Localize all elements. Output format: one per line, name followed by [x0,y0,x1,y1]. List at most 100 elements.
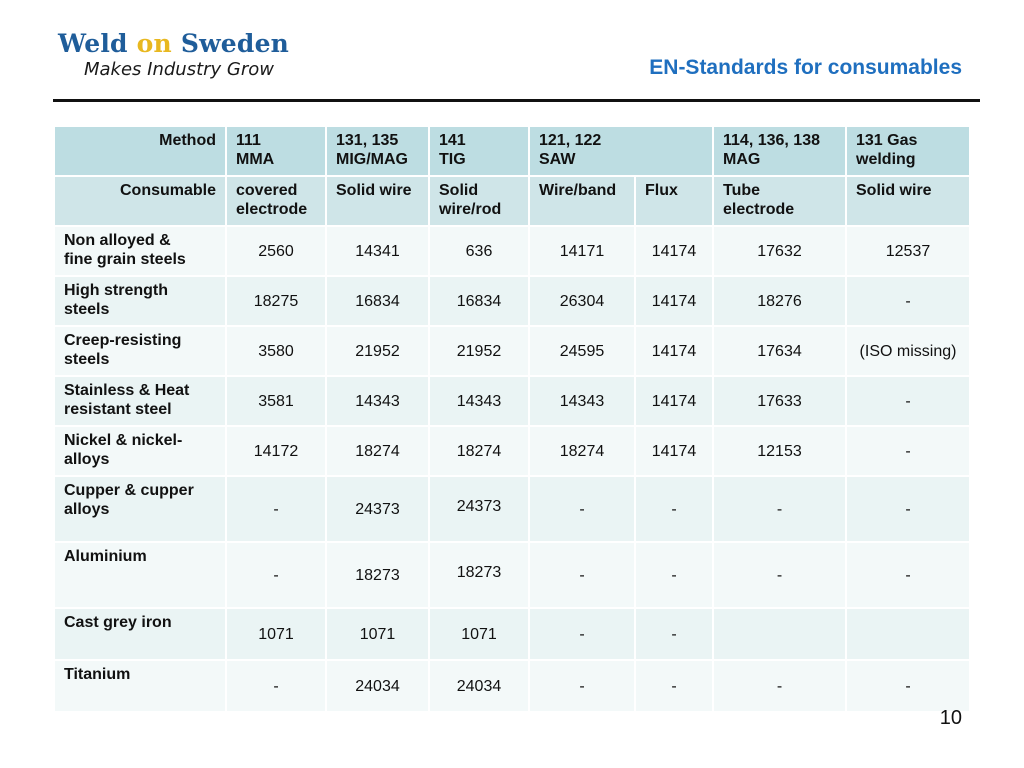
standard-value: 18273 [325,541,430,609]
standard-value: 14174 [634,225,714,277]
standard-value: 14174 [634,425,714,477]
company-logo: Weld on Sweden [58,30,289,58]
method-header-cell: 131, 135 MIG/MAG [325,125,430,177]
page-title: EN-Standards for consumables [649,56,962,79]
standard-value: 18276 [712,275,847,327]
consumable-header-cell: Tube electrode [712,175,847,227]
standard-value: 26304 [528,275,636,327]
method-header-cell: 131 Gas welding [845,125,971,177]
material-name: Creep-resisting steels [53,325,227,377]
company-tagline: Makes Industry Grow [84,59,275,80]
method-header-cell: 141 TIG [428,125,530,177]
standard-value: 16834 [428,275,530,327]
standard-value: 14341 [325,225,430,277]
standard-value: (ISO missing) [845,325,971,377]
standard-value: - [845,275,971,327]
standard-value: - [634,541,714,609]
table-row: Stainless & Heat resistant steel 3581 143… [53,375,971,427]
standard-value: 1071 [225,607,327,661]
consumable-header-label: Consumable [53,175,227,227]
standard-value: 17632 [712,225,847,277]
standard-value: 18274 [325,425,430,477]
standard-value: 24373 [428,475,530,543]
standard-value: 14174 [634,375,714,427]
standard-value: 3581 [225,375,327,427]
logo-word-weld: Weld [58,29,128,58]
table-row: Aluminium - 18273 18273 - - - - [53,541,971,609]
standard-value: - [845,659,971,713]
standard-value: - [225,659,327,713]
standard-value: - [845,475,971,543]
standard-value: - [712,541,847,609]
standard-value: 18274 [428,425,530,477]
material-name: Aluminium [53,541,227,609]
logo-word-sweden: Sweden [180,29,290,58]
material-name: Stainless & Heat resistant steel [53,375,227,427]
standard-value: 14343 [325,375,430,427]
standard-value: 24373 [325,475,430,543]
material-name: High strength steels [53,275,227,327]
standard-value [845,607,971,661]
table-row: High strength steels 18275 16834 16834 26… [53,275,971,327]
standard-value: 16834 [325,275,430,327]
standard-value: 14172 [225,425,327,477]
logo-word-on: on [136,29,172,58]
material-name: Nickel & nickel-alloys [53,425,227,477]
header-divider [53,99,980,102]
standard-value: 1071 [428,607,530,661]
standard-value: 17633 [712,375,847,427]
standard-value: - [225,541,327,609]
standard-value: 21952 [325,325,430,377]
table-row: Cast grey iron 1071 1071 1071 - - [53,607,971,661]
table-row: Titanium - 24034 24034 - - - - [53,659,971,713]
standard-value: 14171 [528,225,636,277]
standard-value [712,607,847,661]
standard-value: 12537 [845,225,971,277]
standard-value: 18273 [428,541,530,609]
standard-value: 21952 [428,325,530,377]
consumable-header-cell: Solid wire [325,175,430,227]
standard-value: - [634,475,714,543]
standard-value: 3580 [225,325,327,377]
method-header-cell: 121, 122 SAW [528,125,714,177]
standard-value: 14343 [428,375,530,427]
method-row: Method 111 MMA 131, 135 MIG/MAG 141 TIG 121… [53,125,971,177]
material-name: Cast grey iron [53,607,227,661]
method-header-cell: 111 MMA [225,125,327,177]
standard-value: 12153 [712,425,847,477]
table-row: Creep-resisting steels 3580 21952 21952 2… [53,325,971,377]
standard-value: 24595 [528,325,636,377]
consumable-header-cell: Wire/band [528,175,636,227]
material-name: Non alloyed & fine grain steels [53,225,227,277]
standard-value: 14174 [634,275,714,327]
consumable-header-cell: covered electrode [225,175,327,227]
standard-value: 18274 [528,425,636,477]
standard-value: 17634 [712,325,847,377]
consumable-header-cell: Flux [634,175,714,227]
consumable-header-cell: Solid wire [845,175,971,227]
standard-value: - [712,475,847,543]
standard-value: - [845,425,971,477]
method-header-label: Method [53,125,227,177]
standard-value: - [225,475,327,543]
standard-value: 18275 [225,275,327,327]
standard-value: - [845,375,971,427]
standard-value: - [634,607,714,661]
table-row: Nickel & nickel-alloys 14172 18274 18274… [53,425,971,477]
consumables-standards-table: Method 111 MMA 131, 135 MIG/MAG 141 TIG 121… [53,125,971,713]
standard-value: - [528,475,636,543]
standard-value: - [528,659,636,713]
standard-value: 1071 [325,607,430,661]
material-name: Cupper & cupper alloys [53,475,227,543]
consumable-header-cell: Solid wire/rod [428,175,530,227]
standard-value: 636 [428,225,530,277]
standard-value: 24034 [325,659,430,713]
standard-value: - [634,659,714,713]
standard-value: - [528,541,636,609]
standard-value: - [712,659,847,713]
standard-value: - [528,607,636,661]
standard-value: 14174 [634,325,714,377]
standard-value: 24034 [428,659,530,713]
method-header-cell: 114, 136, 138 MAG [712,125,847,177]
standard-value: 14343 [528,375,636,427]
